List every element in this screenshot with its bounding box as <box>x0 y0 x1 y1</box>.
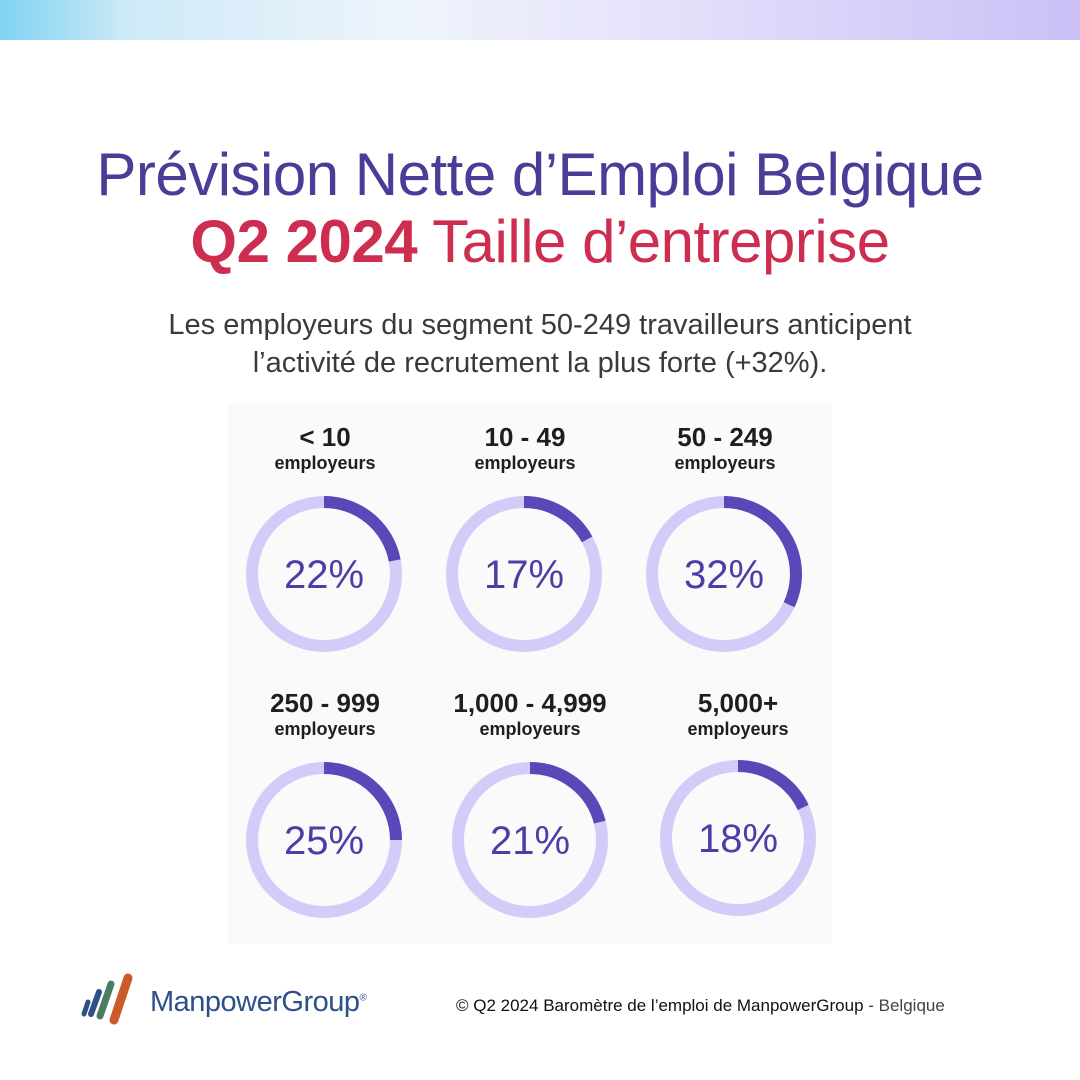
heading-topic: Taille d’entreprise <box>417 208 890 275</box>
category-unit: employeurs <box>687 719 789 739</box>
copyright-text: © Q2 2024 Baromètre de l’emploi de Manpo… <box>456 996 864 1015</box>
category-range: 5,000+ <box>697 688 779 718</box>
logo-wordmark: ManpowerGroup® <box>150 986 367 1019</box>
category-unit: employeurs <box>274 719 376 739</box>
chart-panel <box>228 404 832 944</box>
category-unit: employeurs <box>274 453 376 473</box>
category-unit: employeurs <box>479 719 581 739</box>
page-subtitle-heading: Q2 2024 Taille d’entreprise <box>0 207 1080 276</box>
manpowergroup-logo-icon <box>81 973 133 1025</box>
category-range: 250 - 999 <box>270 688 380 718</box>
top-gradient-bar <box>0 0 1080 40</box>
quarter-label: Q2 2024 <box>190 208 418 275</box>
category-range: 1,000 - 4,999 <box>453 688 607 718</box>
category-unit: employeurs <box>674 453 776 473</box>
category-label: 1,000 - 4,999 employeurs <box>420 688 640 740</box>
category-range: 10 - 49 <box>484 422 566 452</box>
category-label: 10 - 49 employeurs <box>425 422 625 474</box>
summary-line-2: l’activité de recrutement la plus forte … <box>252 347 828 379</box>
page-title: Prévision Nette d’Emploi Belgique <box>96 141 984 208</box>
registered-mark: ® <box>359 992 367 1004</box>
summary-text: Les employeurs du segment 50-249 travail… <box>0 306 1080 382</box>
logo-wordmark-text: ManpowerGroup <box>150 986 360 1018</box>
copyright-country: - Belgique <box>863 996 945 1015</box>
summary-line-1: Les employeurs du segment 50-249 travail… <box>168 309 912 341</box>
category-unit: employeurs <box>474 453 576 473</box>
category-label: 50 - 249 employeurs <box>625 422 825 474</box>
category-label: < 10 employeurs <box>225 422 425 474</box>
category-label: 250 - 999 employeurs <box>225 688 425 740</box>
category-range: < 10 <box>299 422 351 452</box>
category-range: 50 - 249 <box>677 422 773 452</box>
copyright-notice: © Q2 2024 Baromètre de l’emploi de Manpo… <box>456 996 945 1016</box>
category-label: 5,000+ employeurs <box>638 688 838 740</box>
